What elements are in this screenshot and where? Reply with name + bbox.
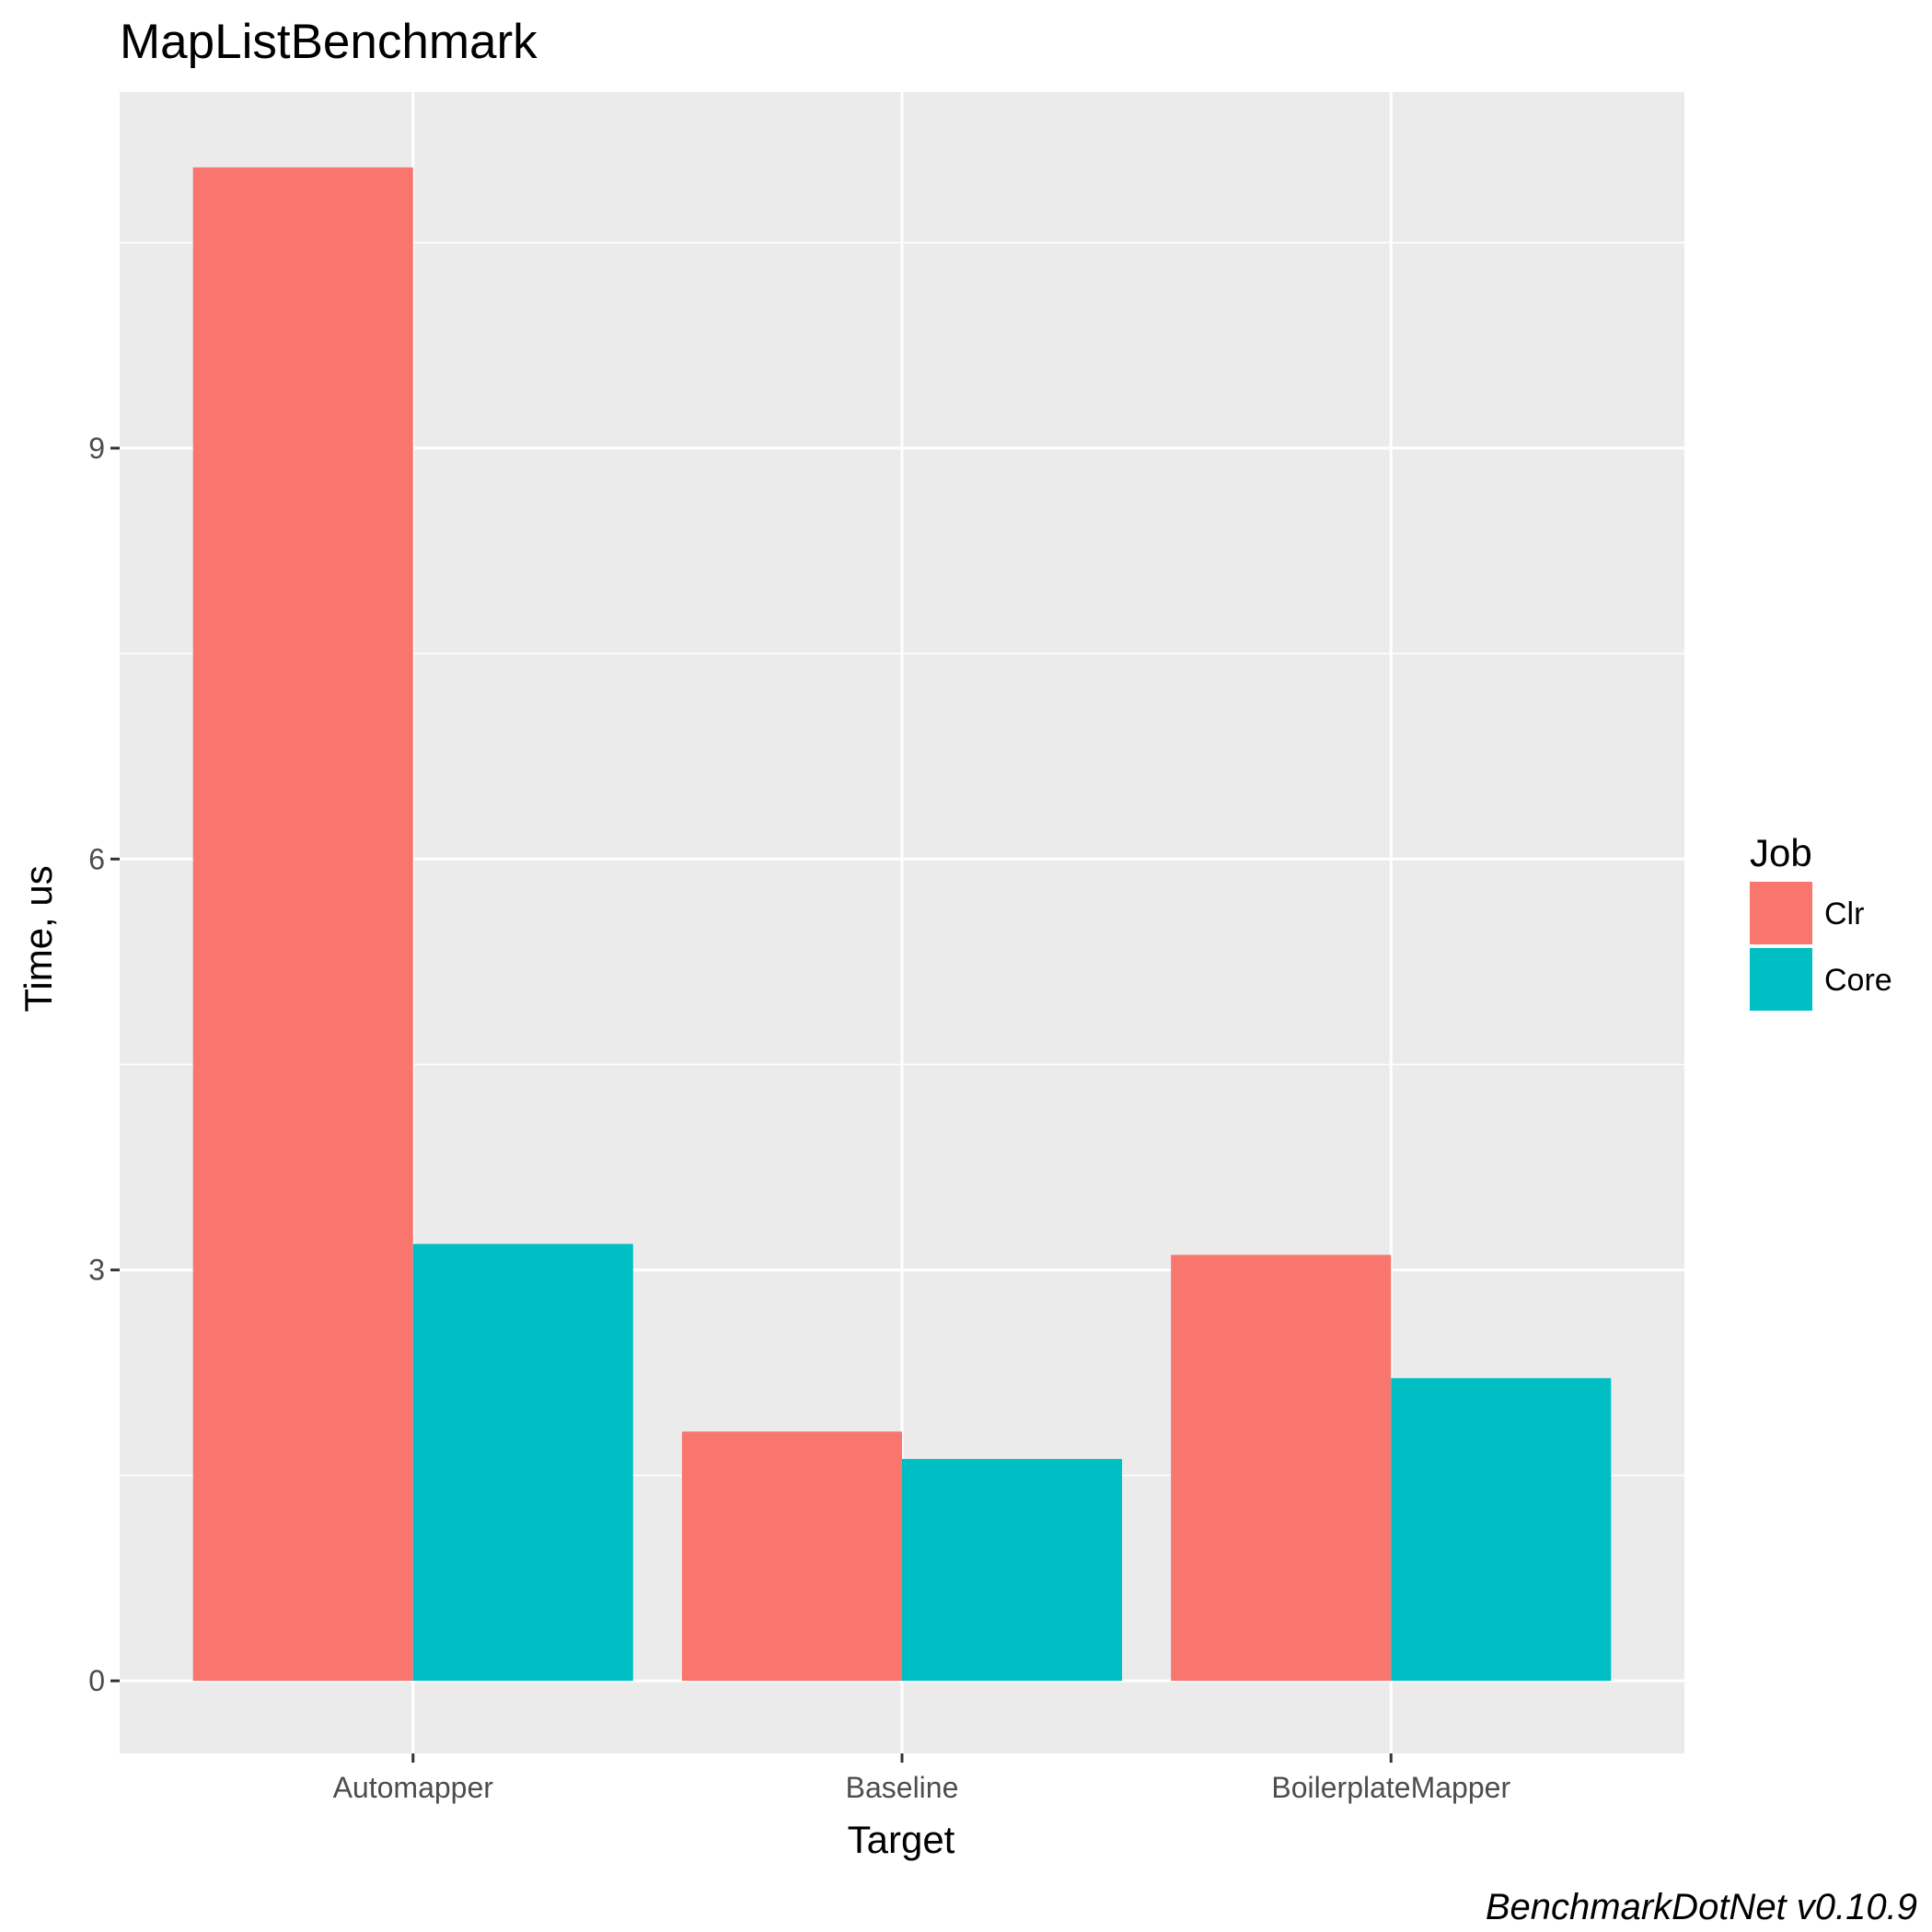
y-tick-label: 6 (88, 842, 105, 875)
y-tick-label: 3 (88, 1254, 105, 1287)
legend-items: Clr Core (1750, 882, 1892, 1011)
legend-label: Core (1824, 963, 1892, 998)
x-tick-label: Automapper (333, 1771, 494, 1804)
bar (681, 1431, 902, 1682)
y-axis-title: Time, us (17, 865, 60, 1012)
x-tick-label: Baseline (846, 1771, 959, 1804)
x-tick-label: BoilerplateMapper (1271, 1771, 1510, 1804)
bars (192, 167, 1612, 1682)
bar (1171, 1255, 1392, 1682)
legend-swatch (1750, 882, 1812, 944)
y-tick-label: 0 (88, 1664, 105, 1697)
legend-label: Clr (1824, 897, 1864, 931)
legend-title: Job (1750, 831, 1812, 874)
chart-title: MapListBenchmark (120, 15, 538, 69)
axes: 0 3 6 9 Automapper Baseline BoilerplateMapper (88, 432, 1510, 1804)
bar (412, 1244, 633, 1682)
bar (1391, 1378, 1612, 1682)
caption: BenchmarkDotNet v0.10.9 (1486, 1887, 1917, 1927)
legend-swatch (1750, 948, 1812, 1011)
legend: Job Clr Core (1750, 831, 1892, 1011)
x-axis-title: Target (848, 1818, 955, 1861)
bar (192, 167, 413, 1682)
y-tick-label: 9 (88, 432, 105, 465)
bar (902, 1459, 1123, 1682)
